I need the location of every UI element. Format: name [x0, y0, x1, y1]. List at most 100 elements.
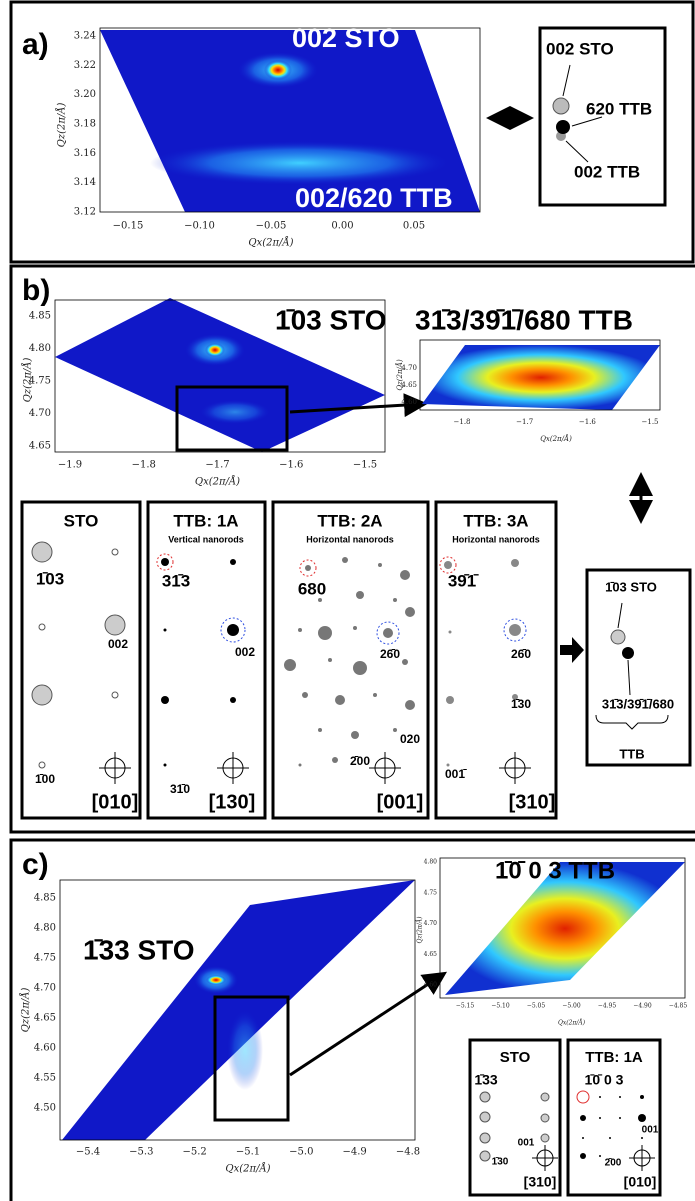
y-tick-label: 4.65: [29, 441, 51, 452]
heading: 002: [108, 637, 128, 651]
heatmap-peak: [264, 60, 292, 80]
leader: [618, 603, 622, 628]
heatmap: [62, 880, 415, 1140]
y-tick-label: 4.80: [34, 923, 56, 934]
y-tick-label: 4.50: [34, 1103, 56, 1114]
heading: Horizontal nanorods: [306, 534, 394, 544]
heading: [130]: [209, 791, 256, 813]
x-tick-label: −0.05: [256, 221, 287, 232]
brace: [596, 715, 668, 729]
x-tick-label: −5.1: [236, 1147, 260, 1158]
x-tick-label: −1.6: [279, 460, 303, 471]
heading: TTB: [619, 746, 644, 761]
heading: STO: [64, 511, 99, 530]
heading: 31̄0: [170, 782, 190, 796]
x-tick-label: −0.15: [113, 221, 144, 232]
y-tick-label: 4.80: [424, 859, 438, 866]
heatmap-peak: [206, 975, 226, 985]
y-axis-label: Qz(2π/Å): [395, 359, 404, 391]
heading: a): [22, 28, 49, 61]
x-tick-label: −4.9: [343, 1147, 367, 1158]
heading: 31̄3/39̄1̄/680 TTB: [415, 304, 633, 335]
y-tick-label: 4.55: [34, 1073, 56, 1084]
heading: 2̄00: [350, 754, 370, 768]
heading: 001: [642, 1125, 659, 1136]
x-tick-label: −5.4: [76, 1147, 100, 1158]
heading: 1̄03: [36, 569, 64, 588]
heading: 1̄00: [35, 772, 55, 786]
heading: [001]: [377, 791, 424, 813]
y-tick-label: 3.22: [74, 60, 96, 71]
x-tick-label: −4.95: [598, 1003, 617, 1010]
y-tick-label: 4.70: [424, 920, 438, 927]
x-tick-label: −5.00: [562, 1003, 581, 1010]
y-tick-label: 3.14: [74, 177, 96, 188]
x-axis-label: Qx(2π/Å): [540, 434, 572, 443]
x-tick-label: −1.8: [454, 418, 471, 426]
heading: 002 STO: [292, 23, 400, 53]
pattern-frames: [22, 502, 690, 818]
x-tick-label: −4.85: [669, 1003, 688, 1010]
x-tick-label: −0.10: [184, 221, 215, 232]
heading: TTB: 2A: [317, 511, 382, 530]
heading: [310]: [524, 1174, 557, 1190]
x-tick-label: −1.8: [132, 460, 156, 471]
x-tick-label: −5.15: [456, 1003, 475, 1010]
y-tick-label: 4.60: [401, 398, 417, 406]
y-tick-label: 3.24: [74, 31, 96, 42]
heading: 020: [400, 732, 420, 746]
y-tick-label: 3.16: [74, 148, 96, 159]
heading: 1̄03 STO: [605, 579, 657, 594]
y-tick-label: 4.80: [29, 343, 51, 354]
x-tick-label: −5.0: [289, 1147, 313, 1158]
heatmap: [422, 345, 660, 410]
heading: 002/620 TTB: [295, 183, 453, 213]
heading: 1̄03 STO: [275, 304, 387, 335]
heading: 39̄1̄: [448, 571, 479, 590]
heading: 1̄33: [474, 1072, 498, 1088]
x-tick-label: −1.7: [516, 418, 533, 426]
x-tick-label: −1.5: [642, 418, 659, 426]
x-axis-label: Qx(2π/Å): [225, 1163, 270, 1175]
heading: 1̄0̄ 0 3 TTB: [495, 857, 615, 884]
x-tick-label: −4.8: [396, 1147, 420, 1158]
heading: 620 TTB: [586, 99, 652, 118]
heading: c): [22, 848, 49, 881]
y-axis-label: Qz(2π/Å): [416, 916, 424, 944]
heading: 31̄3: [162, 571, 190, 590]
leader: [563, 65, 570, 96]
leader: [628, 660, 630, 695]
x-tick-label: 0.00: [331, 221, 353, 232]
y-tick-label: 3.18: [74, 119, 96, 130]
heatmap-peak: [205, 343, 225, 357]
x-tick-label: 0.05: [403, 221, 425, 232]
y-tick-label: 3.20: [74, 89, 96, 100]
heading: [310]: [509, 791, 556, 813]
spot: [622, 647, 634, 659]
y-tick-label: 4.65: [424, 951, 438, 958]
heading: TTB: 1A: [585, 1049, 643, 1066]
x-tick-label: −4.90: [633, 1003, 652, 1010]
y-tick-label: 4.85: [34, 893, 56, 904]
spot: [611, 630, 625, 644]
spot: [556, 120, 570, 134]
y-tick-label: 4.75: [424, 889, 438, 896]
y-tick-label: 4.65: [34, 1013, 56, 1024]
arrow: [290, 975, 442, 1075]
heading: TTB: 3A: [463, 511, 528, 530]
heading: Horizontal nanorods: [452, 534, 540, 544]
y-tick-label: 4.85: [29, 311, 51, 322]
y-tick-label: 4.60: [34, 1043, 56, 1054]
x-tick-label: −1.6: [579, 418, 597, 426]
x-tick-label: −1.5: [353, 460, 377, 471]
spot: [553, 98, 569, 114]
heading: 26̄0: [380, 647, 400, 661]
heading: 1̄30: [511, 697, 531, 711]
pattern-sto-c: [480, 1092, 549, 1161]
x-axis-label: Qx(2π/Å): [195, 476, 240, 488]
arrow: [560, 637, 584, 663]
y-tick-label: 3.12: [74, 207, 96, 218]
heatmap-peak: [150, 141, 450, 185]
heading: b): [22, 274, 50, 307]
x-axis-label: Qx(2π/Å): [558, 1019, 586, 1027]
